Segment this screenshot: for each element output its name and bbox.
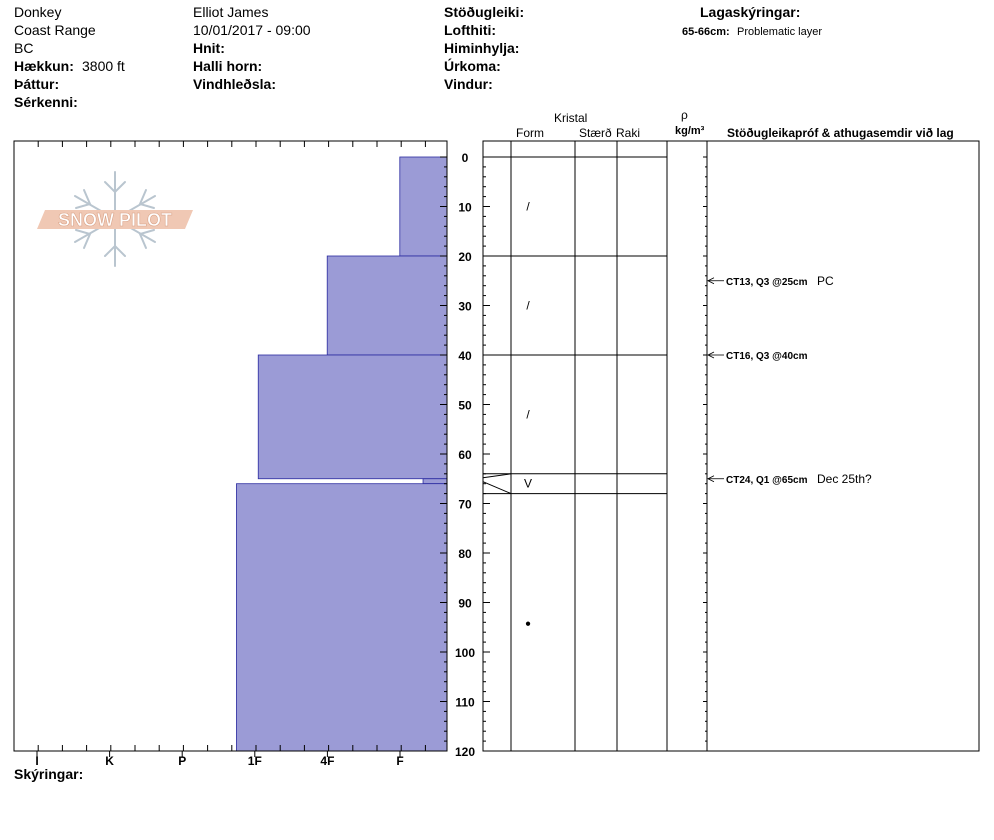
observer-name: Elliot James xyxy=(193,4,269,20)
depth-label: 0 xyxy=(462,151,469,165)
size-header: Stærð xyxy=(579,126,612,140)
logo-text: SNOW PILOT xyxy=(58,210,172,230)
depth-label: 40 xyxy=(458,349,472,363)
depth-label: 70 xyxy=(458,498,472,512)
hardness-category-label: 1F xyxy=(248,754,262,768)
test-comment: Dec 25th? xyxy=(817,472,872,486)
depth-label: 90 xyxy=(458,597,472,611)
hardness-category-label: F xyxy=(396,754,403,768)
grain-form-symbol: / xyxy=(526,299,530,313)
legend-text: Problematic layer xyxy=(737,26,822,38)
depth-label: 20 xyxy=(458,250,472,264)
hardness-bar-2 xyxy=(257,354,448,480)
precip-label: Úrkoma: xyxy=(444,58,501,74)
depth-label: 110 xyxy=(455,696,475,710)
layer-connector-line xyxy=(482,473,512,479)
test-result: CT24, Q1 @65cm xyxy=(726,475,808,486)
hardness-category-label: P xyxy=(178,754,186,768)
features-label: Sérkenni: xyxy=(14,94,78,110)
depth-label: 120 xyxy=(455,745,475,759)
form-header: Form xyxy=(516,126,544,140)
grain-form-symbol: / xyxy=(526,407,530,421)
elevation-label: Hækkun: xyxy=(14,58,74,74)
test-arrowhead xyxy=(707,475,715,483)
table-frame xyxy=(482,140,980,752)
depth-label: 80 xyxy=(458,547,472,561)
density-unit-header: kg/m³ xyxy=(675,125,705,137)
sky-label: Himinhylja: xyxy=(444,40,520,56)
observation-datetime: 10/01/2017 - 09:00 xyxy=(193,22,311,38)
legend-title: Lagaskýringar: xyxy=(700,4,801,20)
aspect-label: Þáttur: xyxy=(14,76,60,92)
wind-loading-label: Vindhleðsla: xyxy=(193,76,276,92)
test-comment: PC xyxy=(817,274,834,288)
layer-connector-line xyxy=(482,481,512,495)
tests-header: Stöðugleikapróf & athugasemdir við lag xyxy=(727,126,954,140)
elevation-value: 3800 ft xyxy=(82,58,125,74)
wind-label: Vindur: xyxy=(444,76,493,92)
hardness-category-label: 4F xyxy=(320,754,334,768)
stability-label: Stöðugleiki: xyxy=(444,4,525,20)
grain-form-symbol: / xyxy=(526,200,530,214)
hardness-category-label: I xyxy=(35,754,38,768)
air-temp-label: Lofthiti: xyxy=(444,22,497,38)
test-result: CT16, Q3 @40cm xyxy=(726,351,808,362)
rho-header: ρ xyxy=(681,108,688,122)
hardness-bar-0 xyxy=(399,156,448,257)
depth-label: 50 xyxy=(458,399,472,413)
test-arrowhead xyxy=(707,351,715,359)
grain-form-symbol: ● xyxy=(525,618,531,629)
hardness-bars xyxy=(236,156,448,752)
moisture-header: Raki xyxy=(616,126,641,140)
hardness-bar-1 xyxy=(326,255,448,356)
hardness-frame xyxy=(13,140,448,752)
depth-label: 100 xyxy=(455,646,475,660)
depth-label: 30 xyxy=(458,300,472,314)
hardness-bar-4 xyxy=(236,483,448,752)
test-arrowhead xyxy=(707,277,715,285)
depth-label: 10 xyxy=(458,201,472,215)
slope-label: Halli horn: xyxy=(193,58,263,74)
grain-form-symbol: V xyxy=(524,477,532,491)
hardness-bar-3 xyxy=(422,478,448,485)
notes-label: Skýringar: xyxy=(14,766,84,782)
range-name: Coast Range xyxy=(14,22,96,38)
test-result: CT13, Q3 @25cm xyxy=(726,277,808,288)
snowpilot-logo: SNOW PILOT xyxy=(37,171,193,267)
coords-label: Hnit: xyxy=(193,40,225,56)
hardness-category-label: K xyxy=(105,754,114,768)
legend-depth: 65-66cm: xyxy=(682,26,730,38)
crystal-header: Kristal xyxy=(554,111,588,125)
region-name: BC xyxy=(14,40,34,56)
depth-label: 60 xyxy=(458,448,472,462)
location-name: Donkey xyxy=(14,4,62,20)
